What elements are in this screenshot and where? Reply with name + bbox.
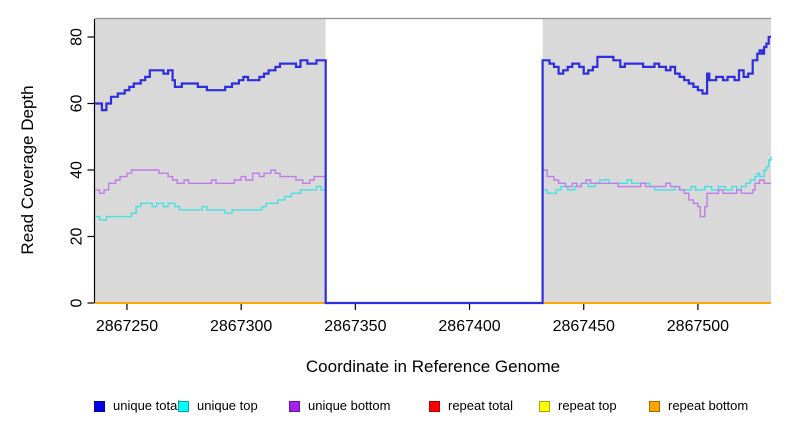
legend-label: unique total: [113, 398, 181, 413]
legend-label: repeat total: [448, 398, 514, 413]
legend: unique total unique top unique bottom repea…: [0, 398, 792, 418]
y-tick-label: 20: [69, 228, 86, 246]
x-axis-title: Coordinate in Reference Genome: [305, 357, 561, 376]
legend-swatch-icon: [94, 400, 105, 412]
y-tick-label: 60: [69, 95, 86, 113]
legend-item-unique-bottom: unique bottom: [289, 398, 390, 414]
legend-swatch-icon: [649, 400, 660, 412]
x-tick-label: 2867500: [667, 318, 729, 335]
series-line-unique-bottom: [542, 169, 771, 218]
legend-swatch-icon: [178, 400, 189, 412]
x-tick-label: 2867350: [324, 318, 386, 335]
y-axis-title: Read Coverage Depth: [18, 85, 37, 255]
legend-label: unique top: [197, 398, 258, 413]
legend-item-unique-total: unique total: [94, 398, 180, 414]
legend-item-unique-top: unique top: [178, 398, 258, 414]
plot-background-right: [542, 19, 771, 303]
masked-region: [325, 19, 543, 303]
y-tick-label: 40: [69, 161, 86, 179]
x-tick-label: 2867300: [210, 318, 272, 335]
series-line-unique-bottom: [95, 169, 326, 194]
legend-swatch-icon: [429, 400, 440, 412]
legend-label: unique bottom: [308, 398, 391, 413]
series-line-unique-total: [95, 35, 771, 305]
x-tick-label: 2867400: [438, 318, 500, 335]
plot-background-left: [95, 19, 326, 303]
series-line-unique-top: [95, 185, 326, 221]
legend-label: repeat top: [558, 398, 617, 413]
y-tick-label: 80: [69, 28, 86, 46]
y-tick-label: 0: [69, 298, 86, 307]
legend-item-repeat-top: repeat top: [539, 398, 617, 414]
legend-item-repeat-bottom: repeat bottom: [649, 398, 748, 414]
legend-label: repeat bottom: [668, 398, 749, 413]
legend-swatch-icon: [539, 400, 550, 412]
legend-swatch-icon: [289, 400, 300, 412]
x-tick-label: 2867250: [96, 318, 158, 335]
x-tick-label: 2867450: [553, 318, 615, 335]
legend-item-repeat-total: repeat total: [429, 398, 513, 414]
